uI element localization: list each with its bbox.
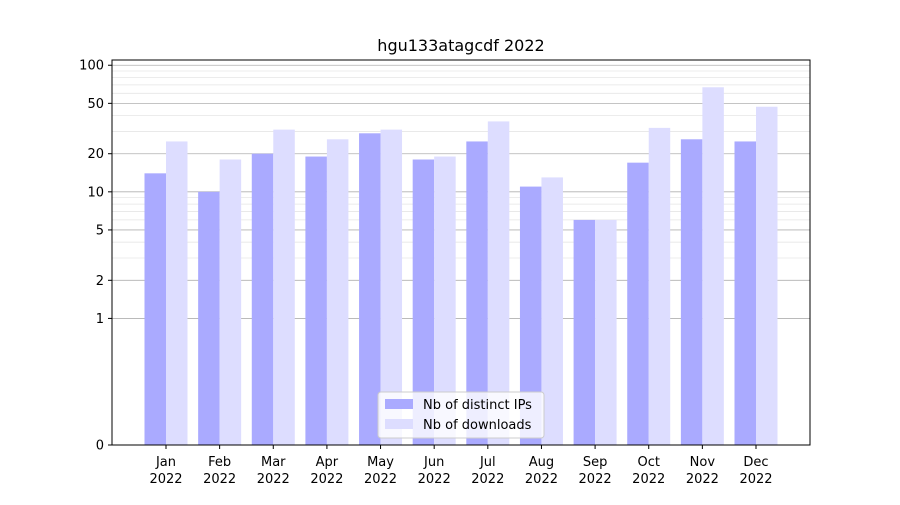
x-tick-label: Sep 2022 — [579, 455, 612, 487]
bar-downloads — [166, 141, 188, 445]
bar-distinct-ips — [198, 191, 220, 445]
bar-downloads — [273, 129, 295, 445]
x-tick-year: 2022 — [203, 472, 236, 487]
y-tick-label: 1 — [96, 312, 104, 327]
x-tick-year: 2022 — [310, 472, 343, 487]
x-tick-month: May — [367, 455, 394, 470]
bar-distinct-ips — [573, 219, 596, 445]
x-tick-year: 2022 — [686, 472, 719, 487]
bar-downloads — [326, 139, 349, 445]
bar-downloads — [380, 129, 403, 445]
bar-distinct-ips — [680, 139, 703, 445]
y-tick-label: 2 — [96, 274, 104, 289]
legend-box — [377, 391, 545, 439]
bar-distinct-ips — [412, 159, 435, 445]
bar-distinct-ips — [251, 153, 274, 446]
x-tick-month: Mar — [261, 455, 286, 470]
x-tick-month: Sep — [583, 455, 608, 470]
bar-distinct-ips — [144, 173, 166, 445]
bar-downloads — [541, 177, 563, 446]
y-tick-label: 20 — [87, 147, 104, 162]
bar-downloads — [487, 121, 510, 445]
legend-swatch — [385, 419, 413, 429]
bar-downloads — [756, 106, 778, 445]
bar-downloads — [648, 127, 671, 445]
x-tick-label: May 2022 — [364, 455, 397, 487]
chart-title: hgu133atagcdf 2022 — [377, 36, 544, 55]
x-tick-year: 2022 — [418, 472, 451, 487]
x-tick-label: Nov 2022 — [686, 455, 719, 487]
y-tick-label: 10 — [87, 185, 104, 200]
y-tick-label: 100 — [79, 59, 104, 74]
x-tick-label: Jan 2022 — [149, 455, 182, 487]
legend: Nb of distinct IPs Nb of downloads — [377, 391, 545, 439]
bar-downloads — [434, 156, 456, 446]
y-tick-label: 0 — [96, 439, 104, 454]
bar-distinct-ips — [519, 186, 542, 446]
x-tick-year: 2022 — [525, 472, 558, 487]
x-tick-month: Nov — [690, 455, 716, 470]
x-tick-year: 2022 — [739, 472, 772, 487]
x-tick-label: Mar 2022 — [257, 455, 290, 487]
bar-downloads — [595, 219, 617, 445]
x-tick-year: 2022 — [632, 472, 665, 487]
bars — [144, 87, 778, 446]
legend-label: Nb of downloads — [423, 418, 532, 433]
bar-distinct-ips — [734, 141, 756, 445]
x-tick-label: Dec 2022 — [739, 455, 772, 487]
x-tick-year: 2022 — [149, 472, 182, 487]
x-tick-label: Feb 2022 — [203, 455, 236, 487]
x-tick-label: Aug 2022 — [525, 455, 558, 487]
bar-distinct-ips — [627, 162, 649, 445]
x-tick-month: Oct — [637, 455, 659, 470]
x-tick-month: Jun — [423, 455, 444, 470]
x-tick-year: 2022 — [257, 472, 290, 487]
bar-distinct-ips — [466, 141, 488, 445]
x-tick-month: Dec — [743, 455, 768, 470]
x-tick-label: Apr 2022 — [310, 455, 343, 487]
y-axis-ticks: 0 1 2 5 10 20 50 100 — [79, 59, 112, 454]
x-tick-label: Jun 2022 — [418, 455, 451, 487]
x-tick-label: Jul 2022 — [471, 455, 504, 487]
x-tick-year: 2022 — [579, 472, 612, 487]
y-tick-label: 50 — [87, 97, 104, 112]
bar-downloads — [702, 87, 724, 445]
x-tick-year: 2022 — [364, 472, 397, 487]
bar-distinct-ips — [359, 133, 381, 445]
x-tick-year: 2022 — [471, 472, 504, 487]
x-tick-month: Apr — [316, 455, 339, 470]
x-tick-month: Jan — [155, 455, 176, 470]
legend-label: Nb of distinct IPs — [423, 398, 532, 413]
bar-distinct-ips — [305, 156, 327, 446]
x-tick-label: Oct 2022 — [632, 455, 665, 487]
x-tick-month: Jul — [479, 455, 496, 470]
bar-downloads — [219, 159, 242, 445]
plot-frame — [111, 59, 811, 446]
legend-swatch — [385, 399, 413, 409]
x-tick-month: Aug — [529, 455, 554, 470]
y-tick-label: 5 — [96, 223, 104, 238]
x-axis-ticks: Jan 2022 Feb 2022 Mar 2022 Apr 2022 May 2022 Jun 20… — [149, 445, 773, 487]
x-tick-month: Feb — [208, 455, 231, 470]
